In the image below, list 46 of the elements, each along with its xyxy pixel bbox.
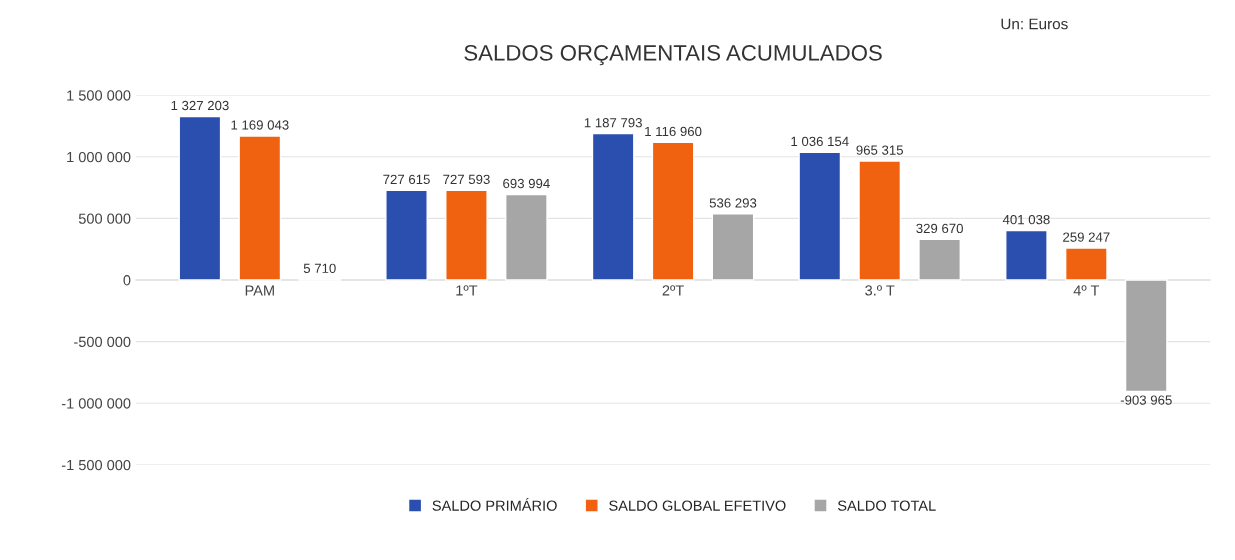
data-label: 727 615 (383, 174, 430, 185)
x-tick-label: 2ºT (662, 285, 684, 296)
data-label: 5 710 (303, 263, 336, 273)
data-label: 1 036 154 (791, 136, 849, 147)
data-label: 329 670 (916, 223, 963, 234)
bar (798, 151, 842, 281)
x-tick-label: 3.º T (865, 285, 895, 296)
bar (591, 132, 635, 281)
data-label: -903 965 (1120, 395, 1172, 405)
y-tick-label: -500 000 (74, 336, 131, 348)
bar (505, 193, 548, 281)
bar (918, 238, 961, 281)
bar (1064, 247, 1108, 281)
y-tick-label: 1 500 000 (67, 90, 131, 101)
data-label: 536 293 (709, 198, 757, 208)
x-tick-label: PAM (245, 285, 274, 296)
data-label: 259 247 (1063, 232, 1110, 242)
data-label: 1 116 960 (645, 126, 702, 137)
bar (178, 115, 222, 281)
legend-label: SALDO GLOBAL EFETIVO (609, 500, 786, 511)
data-label: 727 593 (443, 174, 490, 185)
bar (385, 189, 428, 281)
bar (238, 135, 282, 281)
x-tick-label: 4º T (1073, 285, 1100, 296)
data-label: 693 994 (503, 178, 550, 189)
data-label: 965 315 (856, 145, 903, 155)
y-tick-label: 0 (123, 275, 131, 286)
bar (1124, 279, 1168, 393)
y-tick-label: -1 500 000 (61, 459, 131, 471)
data-label: 1 327 203 (171, 100, 229, 111)
y-tick-label: 1 000 000 (67, 151, 131, 163)
chart-title: SALDOS ORÇAMENTAIS ACUMULADOS (464, 44, 882, 66)
bar (1005, 229, 1048, 281)
bar (711, 213, 755, 281)
bar (445, 189, 488, 281)
data-label: 1 169 043 (231, 120, 289, 130)
bar (858, 160, 902, 281)
data-label: 1 187 793 (584, 118, 642, 128)
x-tick-label: 1ºT (456, 285, 478, 296)
bar (651, 141, 695, 281)
y-tick-label: 500 000 (78, 213, 131, 224)
y-tick-label: -1 000 000 (61, 398, 131, 409)
text: Un: Euros (1001, 18, 1068, 30)
data-label: 401 038 (1002, 214, 1050, 225)
legend-label: SALDO PRIMÁRIO (432, 498, 557, 511)
legend-label: SALDO TOTAL (837, 500, 936, 511)
